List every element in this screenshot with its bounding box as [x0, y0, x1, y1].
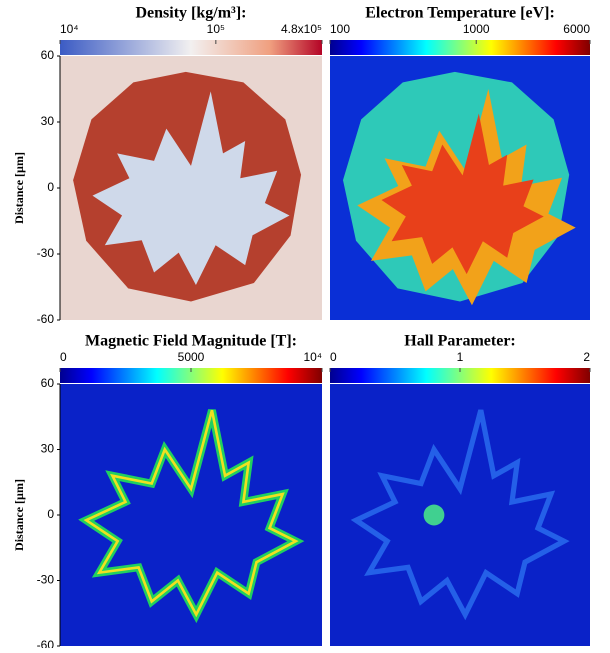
- y-axis-label: Distance [µm]: [12, 152, 26, 224]
- y-tick-label: 30: [41, 114, 55, 128]
- panel-title: Electron Temperature [eV]:: [365, 5, 555, 22]
- figure: Density [kg/m³]: 10⁴ 10⁵ 4.8x10⁵ Distance [µ…: [0, 0, 610, 648]
- y-tick-label: 0: [47, 507, 54, 521]
- colorbar-tick-label: 10⁴: [60, 22, 79, 36]
- colorbar-tick-label: 10⁴: [303, 350, 322, 364]
- y-tick-label: 30: [41, 442, 55, 456]
- colorbar-tick-label: 0: [60, 350, 67, 364]
- colorbar-tick-label: 5000: [178, 350, 205, 364]
- colorbar-tick-label: 1000: [463, 22, 490, 36]
- colorbar-tick-label: 2: [583, 350, 590, 364]
- colorbar-tick-label: 1: [457, 350, 464, 364]
- colorbar: [330, 40, 590, 55]
- y-tick-label: -30: [37, 573, 55, 587]
- panel-title: Magnetic Field Magnitude [T]:: [85, 333, 297, 350]
- density-image: [60, 56, 322, 320]
- y-tick-label: -60: [37, 638, 55, 648]
- panel-title: Hall Parameter:: [404, 333, 516, 350]
- y-tick-label: 0: [47, 180, 54, 194]
- colorbar-tick-label: 4.8x10⁵: [281, 22, 322, 36]
- colorbar-tick-label: 6000: [563, 22, 590, 36]
- y-tick-label: 60: [41, 376, 55, 390]
- colorbar: [60, 40, 322, 55]
- y-tick-label: -60: [37, 312, 55, 326]
- colorbar-tick-label: 10⁵: [207, 22, 225, 36]
- hall-image: [330, 384, 590, 646]
- colorbar-tick-label: 0: [330, 350, 337, 364]
- magnetic-image: [60, 384, 322, 646]
- y-axis-label: Distance [µm]: [12, 479, 26, 551]
- panel-title: Density [kg/m³]:: [135, 5, 246, 22]
- y-tick-label: 60: [41, 48, 55, 62]
- temperature-image: [330, 56, 590, 320]
- colorbar-tick-label: 100: [330, 22, 350, 36]
- y-tick-label: -30: [37, 246, 55, 260]
